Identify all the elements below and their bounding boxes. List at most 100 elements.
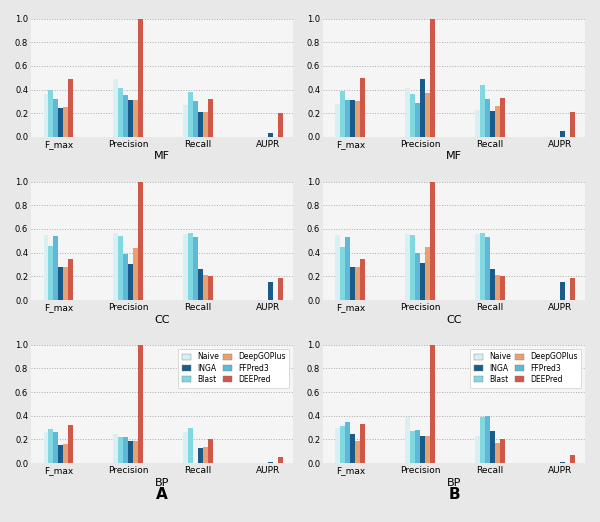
Bar [406, 88, 410, 137]
Bar [410, 431, 415, 463]
X-axis label: BP: BP [155, 478, 169, 488]
Legend: Naive, INGA, Blast, DeepGOPlus, FFPred3, DEEPred: Naive, INGA, Blast, DeepGOPlus, FFPred3,… [470, 349, 581, 388]
Bar [278, 278, 283, 300]
Bar [340, 91, 346, 137]
Bar [490, 111, 495, 137]
Bar [68, 79, 73, 137]
Bar [361, 258, 365, 300]
Bar [475, 110, 480, 137]
Bar [193, 238, 198, 300]
Bar [495, 443, 500, 463]
Bar [58, 445, 64, 463]
Bar [490, 269, 495, 300]
Bar [49, 245, 53, 300]
Bar [128, 265, 133, 300]
X-axis label: MF: MF [154, 151, 170, 161]
Bar [203, 275, 208, 300]
Bar [560, 282, 565, 300]
Text: B: B [448, 487, 460, 502]
Bar [118, 88, 124, 137]
Bar [480, 232, 485, 300]
Bar [355, 101, 361, 137]
Bar [406, 417, 410, 463]
Bar [415, 430, 420, 463]
Bar [495, 275, 500, 300]
Bar [49, 90, 53, 137]
Bar [340, 426, 346, 463]
Bar [208, 440, 213, 463]
Bar [58, 267, 64, 300]
Bar [113, 434, 118, 463]
X-axis label: MF: MF [446, 151, 462, 161]
Bar [355, 441, 361, 463]
Bar [420, 436, 425, 463]
Bar [183, 432, 188, 463]
Bar [410, 94, 415, 137]
Bar [53, 99, 58, 137]
X-axis label: BP: BP [447, 478, 461, 488]
Bar [139, 345, 143, 463]
Bar [420, 263, 425, 300]
Bar [124, 437, 128, 463]
Bar [485, 99, 490, 137]
Bar [346, 238, 350, 300]
Bar [480, 417, 485, 463]
Bar [278, 457, 283, 463]
Bar [118, 236, 124, 300]
Bar [193, 101, 198, 137]
Bar [346, 422, 350, 463]
Bar [340, 247, 346, 300]
Legend: Naive, INGA, Blast, DeepGOPlus, FFPred3, DEEPred: Naive, INGA, Blast, DeepGOPlus, FFPred3,… [178, 349, 289, 388]
Bar [425, 93, 430, 137]
Bar [430, 182, 435, 300]
Bar [188, 232, 193, 300]
Text: A: A [156, 487, 168, 502]
Bar [203, 112, 208, 137]
Bar [58, 109, 64, 137]
Bar [495, 106, 500, 137]
Bar [198, 269, 203, 300]
Bar [485, 238, 490, 300]
Bar [350, 267, 355, 300]
Bar [415, 253, 420, 300]
Bar [188, 92, 193, 137]
Bar [208, 99, 213, 137]
Bar [361, 78, 365, 137]
Bar [570, 112, 575, 137]
Bar [198, 448, 203, 463]
Bar [355, 267, 361, 300]
Bar [570, 278, 575, 300]
X-axis label: CC: CC [446, 315, 462, 325]
Bar [430, 345, 435, 463]
Bar [198, 112, 203, 137]
Bar [133, 100, 139, 137]
Bar [480, 85, 485, 137]
Bar [500, 440, 505, 463]
Bar [475, 234, 480, 300]
Bar [208, 276, 213, 300]
X-axis label: CC: CC [154, 315, 170, 325]
Bar [415, 102, 420, 137]
Bar [128, 441, 133, 463]
Bar [560, 131, 565, 137]
Bar [64, 108, 68, 137]
Bar [406, 234, 410, 300]
Bar [68, 425, 73, 463]
Bar [268, 282, 273, 300]
Bar [128, 100, 133, 137]
Bar [188, 428, 193, 463]
Bar [475, 436, 480, 463]
Bar [361, 424, 365, 463]
Bar [430, 18, 435, 137]
Bar [183, 234, 188, 300]
Bar [420, 79, 425, 137]
Bar [113, 232, 118, 300]
Bar [68, 258, 73, 300]
Bar [278, 113, 283, 137]
Bar [350, 434, 355, 463]
Bar [139, 18, 143, 137]
Bar [139, 182, 143, 300]
Bar [44, 432, 49, 463]
Bar [133, 248, 139, 300]
Bar [570, 455, 575, 463]
